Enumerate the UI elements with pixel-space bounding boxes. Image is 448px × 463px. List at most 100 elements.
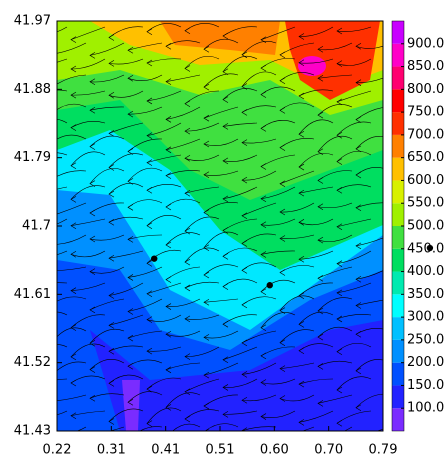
streamline bbox=[108, 183, 144, 195]
streamline-arrow bbox=[317, 307, 324, 315]
streamline bbox=[184, 247, 220, 263]
streamline bbox=[165, 298, 201, 308]
streamline-arrow bbox=[222, 96, 229, 103]
streamline bbox=[57, 119, 68, 124]
streamline bbox=[279, 234, 315, 240]
streamline-arrow bbox=[279, 208, 286, 216]
streamline bbox=[222, 154, 258, 162]
streamline bbox=[298, 152, 334, 168]
streamline bbox=[298, 119, 334, 135]
streamline bbox=[89, 42, 125, 56]
colorbar-label: 800.0 bbox=[407, 82, 444, 97]
streamline-arrow bbox=[298, 92, 305, 100]
streamline bbox=[298, 250, 334, 260]
streamline bbox=[57, 170, 87, 177]
streamline bbox=[146, 215, 182, 226]
streamline bbox=[108, 216, 144, 223]
streamline-arrow bbox=[33, 32, 38, 38]
streamline-arrow bbox=[108, 254, 115, 262]
streamline bbox=[57, 74, 87, 85]
streamline-arrow bbox=[241, 51, 248, 59]
streamline bbox=[127, 74, 163, 82]
streamline bbox=[184, 281, 220, 289]
streamline-arrow bbox=[279, 77, 286, 85]
streamline bbox=[172, 423, 201, 431]
streamline-arrow bbox=[165, 42, 172, 50]
streamline-arrow bbox=[89, 306, 96, 314]
streamline-arrow bbox=[298, 255, 305, 263]
streamline bbox=[222, 378, 258, 388]
x-tick-label: 0.51 bbox=[206, 443, 235, 458]
streamline-arrow bbox=[356, 434, 361, 440]
streamline-arrow bbox=[70, 324, 77, 331]
field-region bbox=[90, 320, 383, 431]
streamline-arrow bbox=[317, 400, 324, 407]
streamline-arrow bbox=[203, 299, 210, 306]
streamline bbox=[89, 74, 125, 83]
streamline-arrow bbox=[89, 52, 96, 59]
streamline-arrow bbox=[317, 363, 324, 370]
point bbox=[266, 282, 273, 289]
colorbar-band bbox=[392, 226, 404, 249]
x-tick-label: 0.79 bbox=[369, 443, 398, 458]
streamline-arrow bbox=[279, 339, 286, 346]
streamline-arrow bbox=[184, 315, 191, 323]
streamline-arrow bbox=[146, 186, 153, 194]
streamline-arrow bbox=[127, 204, 134, 211]
streamline-arrow bbox=[203, 402, 210, 410]
streamline-arrow bbox=[184, 415, 191, 423]
streamline-arrow bbox=[355, 171, 362, 179]
streamline bbox=[336, 218, 372, 228]
streamline bbox=[70, 314, 106, 328]
streamline-arrow bbox=[57, 372, 58, 379]
streamline bbox=[317, 266, 353, 279]
streamline-arrow bbox=[70, 287, 77, 294]
streamline-arrow bbox=[165, 78, 172, 85]
streamline bbox=[146, 377, 182, 390]
streamline bbox=[70, 151, 106, 166]
streamline-arrow bbox=[70, 36, 77, 43]
streamline-arrow bbox=[336, 132, 343, 139]
streamline-arrow bbox=[128, 437, 133, 443]
streamline-arrow bbox=[184, 227, 191, 235]
streamline-arrow bbox=[90, 432, 95, 438]
streamline-arrow bbox=[57, 84, 58, 91]
streamline-arrow bbox=[298, 321, 305, 328]
streamline-arrow bbox=[203, 45, 210, 53]
streamline-arrow bbox=[203, 114, 210, 122]
streamline bbox=[317, 135, 353, 152]
colorbar-band bbox=[392, 157, 404, 181]
streamline-arrow bbox=[355, 404, 362, 411]
streamline bbox=[336, 314, 372, 320]
streamline bbox=[89, 234, 125, 241]
x-tick-label: 0.41 bbox=[151, 443, 180, 458]
streamline-arrow bbox=[203, 171, 210, 179]
streamline-arrow bbox=[127, 334, 134, 342]
colorbar-label: 850.0 bbox=[407, 59, 444, 74]
streamline bbox=[146, 314, 182, 322]
streamline-arrow bbox=[298, 59, 305, 67]
streamline-arrow bbox=[108, 164, 115, 171]
streamline bbox=[203, 362, 239, 376]
streamline bbox=[355, 270, 383, 280]
streamline bbox=[70, 282, 106, 291]
streamline-arrow bbox=[222, 195, 229, 203]
streamline-arrow bbox=[355, 242, 362, 250]
streamline bbox=[317, 104, 353, 116]
streamline bbox=[260, 312, 296, 328]
streamline-arrow bbox=[184, 127, 191, 135]
streamline-arrow bbox=[298, 163, 305, 171]
streamline-arrow bbox=[108, 92, 115, 99]
colorbar-band bbox=[392, 248, 404, 272]
streamline-arrow bbox=[165, 116, 172, 123]
streamline bbox=[279, 394, 315, 402]
streamline-arrow bbox=[298, 189, 305, 197]
streamline bbox=[241, 426, 277, 431]
streamline bbox=[184, 56, 220, 69]
streamline-arrow bbox=[184, 353, 191, 360]
streamlines bbox=[33, 23, 383, 443]
streamline bbox=[89, 266, 125, 274]
colorbar-label: 700.0 bbox=[407, 127, 444, 142]
streamline bbox=[222, 122, 258, 127]
streamline bbox=[203, 138, 239, 146]
